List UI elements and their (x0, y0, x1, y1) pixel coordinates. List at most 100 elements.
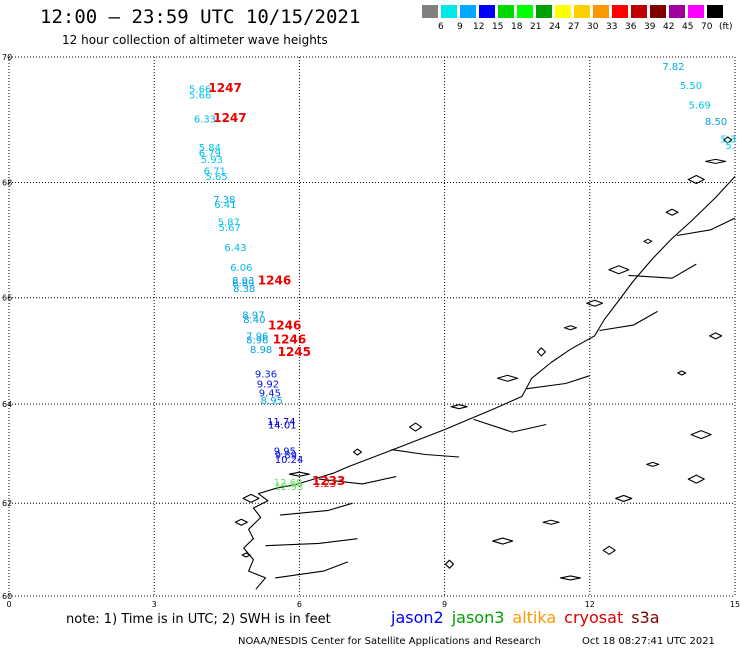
wave-height-value: 9.92 (257, 380, 279, 391)
legend-label: 6 (438, 22, 444, 32)
fjord-outline (526, 375, 590, 390)
fjord-outline (275, 561, 348, 579)
axis-ticks: 0 3 6 9 12 15 60 62 64 66 68 70 (2, 53, 740, 609)
island-outline (643, 238, 653, 244)
wave-height-value: 5.66 (189, 90, 211, 101)
island-outline (496, 374, 519, 382)
lat-tick-label: 62 (2, 499, 12, 508)
legend-swatch (612, 5, 628, 18)
legend-swatch (517, 5, 533, 18)
wave-height-value: 5.67 (219, 223, 241, 234)
wave-height-value: 14.01 (268, 421, 297, 432)
island-outline (242, 493, 260, 503)
island-outline (705, 158, 727, 164)
pass-time-label: 1246 (273, 332, 306, 346)
legend-label: 45 (682, 22, 694, 32)
island-outline (234, 518, 248, 526)
wave-height-value: 6.06 (230, 263, 252, 274)
wave-height-value: 8.40 (243, 315, 265, 326)
wave-height-value: 6.71 (204, 167, 226, 178)
legend-swatch (460, 5, 476, 18)
island-outline (646, 461, 660, 467)
wave-height-value: 7.82 (662, 62, 684, 73)
satellite-jason3: jason3 (451, 608, 505, 627)
legend-label: 30 (587, 22, 599, 32)
island-outline (687, 175, 705, 185)
wave-height-value: 8.38 (233, 284, 255, 295)
island-outline (608, 265, 630, 275)
pass-time-label: 1247 (208, 81, 241, 95)
island-outline (241, 552, 251, 558)
wave-observations: 5.665.66 6.33 5.846.795.936.715.65 7.386.41… (189, 62, 736, 493)
wave-height-value: 12.68 (274, 478, 303, 489)
island-outline (444, 559, 454, 569)
fjord-outline (265, 538, 358, 547)
fjord-outline (279, 502, 353, 516)
lon-tick-label: 9 (442, 600, 447, 609)
island-outline (665, 208, 679, 216)
wave-height-value: 5.69 (689, 101, 711, 112)
wave-height-value: 9.95 (274, 447, 296, 458)
legend-label: 33 (606, 22, 618, 32)
legend-swatch (479, 5, 495, 18)
fjord-outline (628, 263, 697, 279)
island-outline (586, 299, 604, 307)
wave-height-value: 5. (725, 141, 735, 152)
wave-height-value: 8.50 (705, 117, 727, 128)
wave-height-value: 11.74 (267, 417, 296, 428)
wave-height-value: 8.96 (246, 335, 268, 346)
lon-tick-label: 12 (585, 600, 595, 609)
wave-height-value: 6.79 (199, 149, 221, 160)
island-outline (709, 332, 723, 340)
legend-swatch (536, 5, 552, 18)
wave-height-value: 5.66 (189, 85, 211, 96)
legend-swatch (631, 5, 647, 18)
lat-tick-label: 66 (2, 294, 12, 303)
legend-swatch (441, 5, 457, 18)
legend-swatch (555, 5, 571, 18)
island-outline (536, 347, 546, 357)
wave-height-value: 1.23 (314, 479, 336, 490)
wave-height-value: 12.93 (275, 482, 304, 493)
island-outline (288, 471, 310, 477)
wave-height-value: 5.84 (199, 143, 221, 154)
island-outline (409, 422, 423, 432)
island-outline (677, 370, 687, 376)
wave-height-value: 8.89 (232, 279, 254, 290)
map-grid (8, 56, 736, 597)
fjord-outline (391, 449, 460, 458)
island-outline (690, 430, 712, 440)
legend-label: 12 (473, 22, 485, 32)
legend-label: 27 (568, 22, 580, 32)
legend-swatch (688, 5, 704, 18)
legend-label: 70 (701, 22, 713, 32)
wave-height-value: 7.38 (213, 195, 235, 206)
wave-height-value: 8.03 (232, 276, 254, 287)
coastline (234, 136, 736, 590)
lon-tick-label: 0 (6, 600, 11, 609)
legend-label: 39 (644, 22, 656, 32)
wave-height-value: 9.45 (259, 388, 281, 399)
wave-height-value: 5.65 (206, 172, 228, 183)
wave-height-value: 9.89 (275, 450, 297, 461)
footer-note: note: 1) Time is in UTC; 2) SWH is in fe… (66, 612, 331, 627)
legend-label: 36 (625, 22, 637, 32)
wave-height-value: 6.33 (194, 114, 216, 125)
wave-height-value: 5.87 (218, 218, 240, 229)
island-outline (450, 404, 468, 410)
wave-height-value: 6.43 (224, 243, 246, 254)
island-outline (559, 575, 581, 581)
legend-swatch (669, 5, 685, 18)
mainland-coast (243, 176, 736, 590)
island-outline (687, 474, 705, 484)
legend-label: 15 (492, 22, 504, 32)
legend-label: 24 (549, 22, 561, 32)
legend-label: 18 (511, 22, 523, 32)
fjord-outline (599, 310, 658, 332)
pass-time-label: 1245 (278, 345, 311, 359)
island-outline (492, 537, 514, 545)
fjord-outline (318, 476, 397, 485)
wave-height-value: 6.41 (214, 200, 236, 211)
